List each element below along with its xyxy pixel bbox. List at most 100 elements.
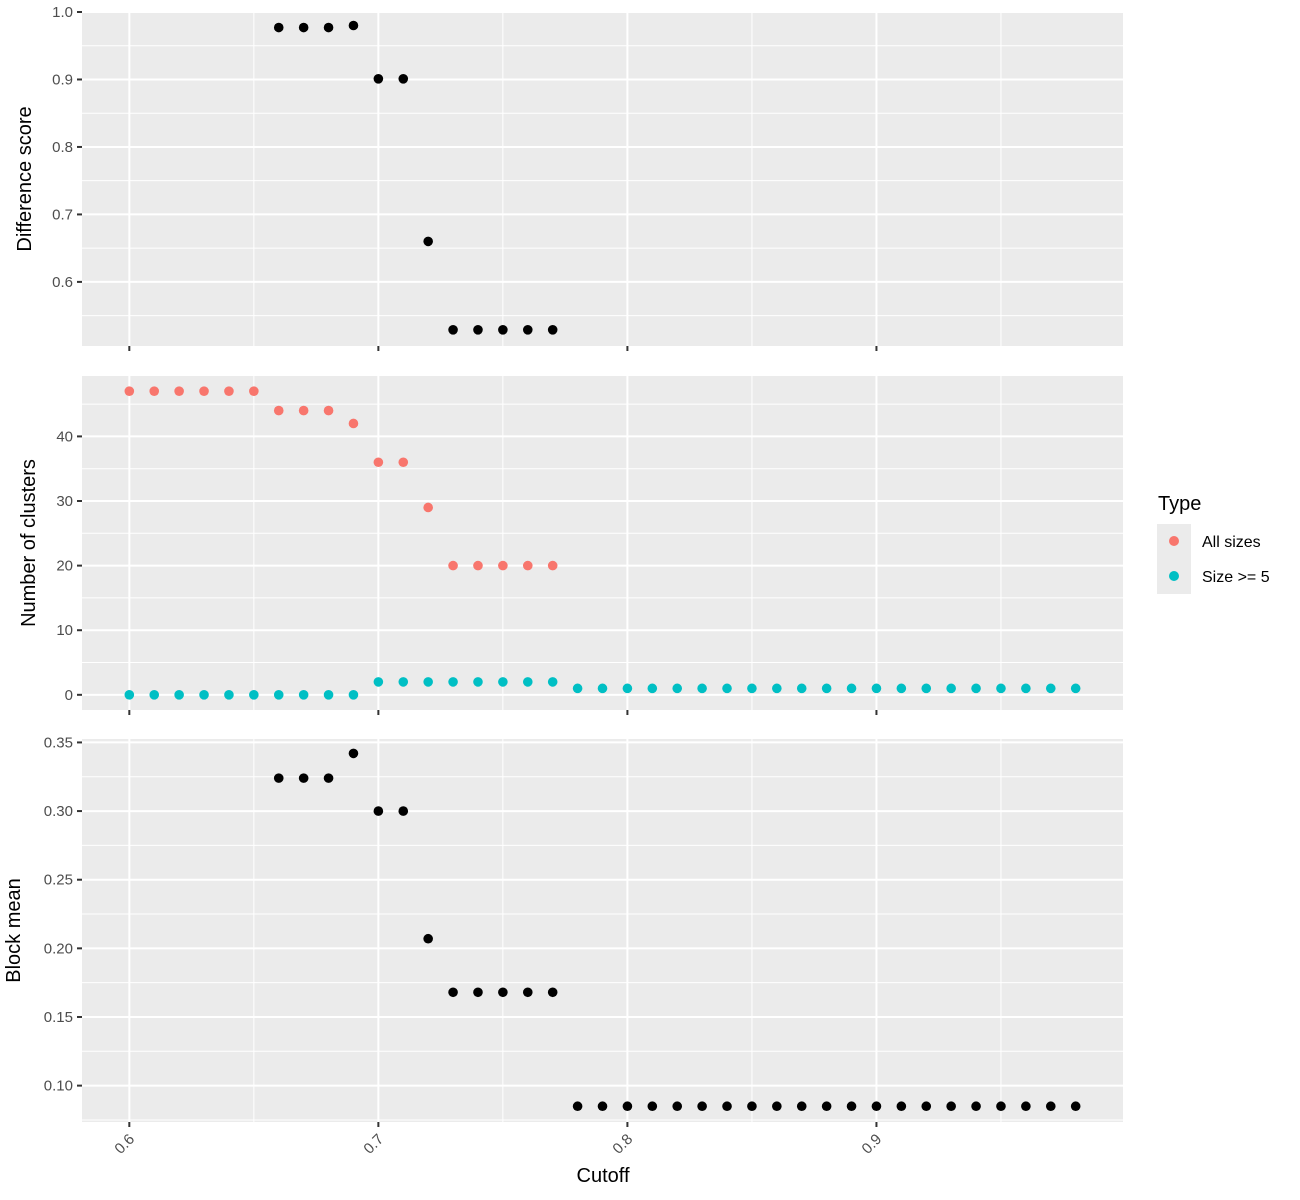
y-tick-label: 0.6 xyxy=(52,274,73,291)
data-point xyxy=(398,806,409,816)
y-tick-label: 0.9 xyxy=(52,71,73,88)
data-point xyxy=(498,560,508,571)
series-points-0 xyxy=(273,748,1081,1112)
data-point xyxy=(199,690,209,700)
data-point xyxy=(124,690,135,700)
data-point xyxy=(298,22,309,33)
series-points-0 xyxy=(273,20,558,335)
data-point xyxy=(1021,683,1031,694)
data-point xyxy=(398,457,409,468)
data-point xyxy=(323,22,334,33)
data-point xyxy=(473,677,483,687)
legend-title: Type xyxy=(1158,493,1201,515)
data-point xyxy=(398,74,409,84)
data-point xyxy=(348,20,359,31)
data-point xyxy=(273,773,284,783)
data-point xyxy=(448,325,458,335)
y-tick-label: 40 xyxy=(56,428,73,445)
data-point xyxy=(772,683,782,694)
data-point xyxy=(946,683,956,694)
data-point xyxy=(871,683,882,694)
legend-label-size-ge-5: Size >= 5 xyxy=(1202,569,1270,586)
y-tick-label: 0.35 xyxy=(44,734,73,751)
data-point xyxy=(249,690,259,700)
data-point xyxy=(722,683,732,694)
data-point xyxy=(921,683,932,694)
data-point xyxy=(647,1101,658,1112)
data-point xyxy=(174,386,184,396)
data-point xyxy=(174,690,184,700)
y-tick-label: 0.25 xyxy=(44,872,73,889)
y-tick-label: 0 xyxy=(65,687,73,704)
y-tick-label: 0.30 xyxy=(44,803,73,820)
data-point xyxy=(273,22,284,33)
data-point xyxy=(572,683,583,694)
legend-key-size-ge-5 xyxy=(1169,571,1179,581)
data-point xyxy=(473,987,483,998)
data-point xyxy=(298,405,309,416)
data-point xyxy=(547,677,558,687)
data-point xyxy=(149,690,160,700)
legend-key-background xyxy=(1157,524,1191,594)
panel-difference-score: 0.6 0.7 0.8 0.9 1.0 Difference score xyxy=(14,4,1123,351)
panel-background xyxy=(82,739,1123,1122)
data-point xyxy=(522,987,533,998)
data-point xyxy=(423,502,433,513)
data-point xyxy=(547,560,558,571)
data-point xyxy=(796,1101,807,1112)
data-point xyxy=(896,1101,907,1112)
data-point xyxy=(821,683,832,694)
data-point xyxy=(672,1101,683,1112)
data-point xyxy=(971,683,981,694)
data-point xyxy=(224,690,234,700)
data-point xyxy=(796,683,807,694)
y-tick-label: 0.15 xyxy=(44,1009,73,1026)
y-axis-title: Difference score xyxy=(14,106,36,251)
y-tick-label: 0.10 xyxy=(44,1078,73,1095)
data-point xyxy=(871,1101,882,1112)
data-point xyxy=(348,748,359,759)
data-point xyxy=(647,683,658,694)
data-point xyxy=(473,325,483,335)
legend-label-all-sizes: All sizes xyxy=(1202,534,1261,551)
data-point xyxy=(697,1101,707,1112)
data-point xyxy=(273,405,284,416)
data-point xyxy=(1045,683,1056,694)
data-point xyxy=(398,677,409,687)
data-point xyxy=(547,987,558,998)
data-point xyxy=(597,1101,608,1112)
x-tick-label: 0.6 xyxy=(111,1131,138,1158)
data-point xyxy=(124,386,135,396)
data-point xyxy=(298,690,309,700)
y-tick-label: 0.7 xyxy=(52,206,73,223)
data-point xyxy=(323,690,334,700)
data-point xyxy=(348,690,359,700)
data-point xyxy=(946,1101,956,1112)
data-point xyxy=(896,683,907,694)
data-point xyxy=(522,325,533,335)
data-point xyxy=(498,677,508,687)
data-point xyxy=(971,1101,981,1112)
data-point xyxy=(846,683,857,694)
data-point xyxy=(846,1101,857,1112)
data-point xyxy=(597,683,608,694)
y-tick-label: 0.20 xyxy=(44,940,73,957)
data-point xyxy=(1070,1101,1081,1112)
series-all-sizes xyxy=(124,386,558,571)
data-point xyxy=(224,386,234,396)
data-point xyxy=(348,418,359,429)
data-point xyxy=(697,683,707,694)
data-point xyxy=(996,1101,1006,1112)
series-size-5 xyxy=(124,677,1081,700)
data-point xyxy=(672,683,683,694)
data-point xyxy=(1045,1101,1056,1112)
data-point xyxy=(498,987,508,998)
y-tick-label: 20 xyxy=(56,558,73,575)
x-tick-label: 0.7 xyxy=(360,1131,387,1158)
x-tick-label: 0.8 xyxy=(609,1131,636,1158)
panels: 0.6 0.7 0.8 0.9 1.0 Difference score 0 10 20 30 40… xyxy=(3,4,1123,1158)
data-point xyxy=(373,457,384,468)
data-point xyxy=(522,677,533,687)
y-axis-title: Number of clusters xyxy=(18,459,40,627)
